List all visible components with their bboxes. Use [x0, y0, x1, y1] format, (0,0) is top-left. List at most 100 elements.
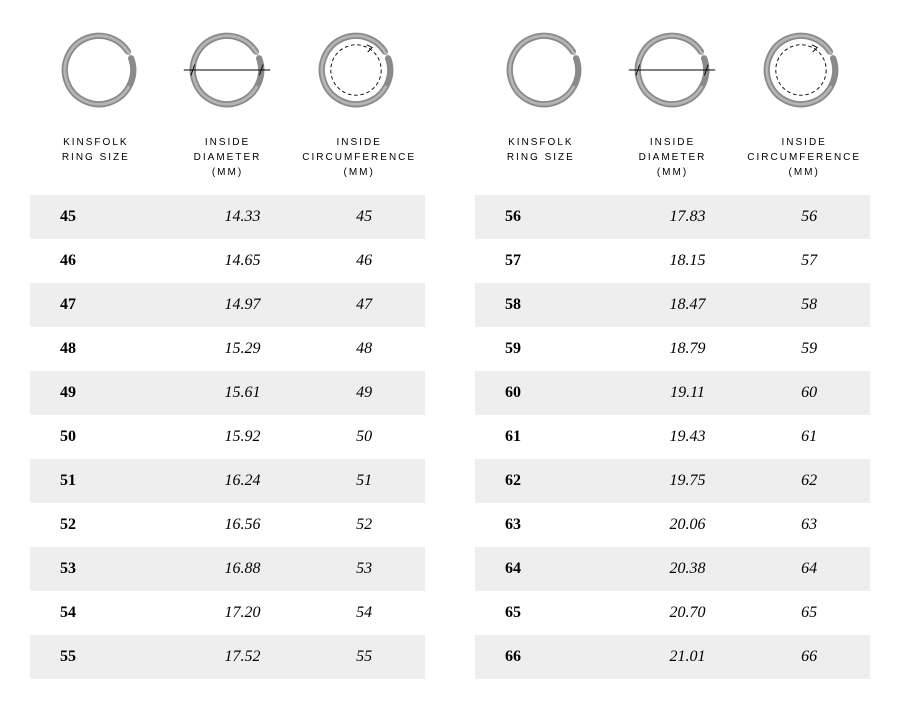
header-text: KINSFOLK — [508, 137, 573, 148]
circumference-cell: 57 — [748, 252, 870, 270]
size-cell: 52 — [30, 516, 182, 534]
ring-diameter-icon — [608, 20, 736, 120]
size-cell: 61 — [475, 428, 627, 446]
table-row: 6219.7562 — [475, 459, 870, 503]
header-text: CIRCUMFERENCE — [747, 152, 861, 163]
diameter-cell: 21.01 — [627, 648, 749, 666]
diameter-cell: 15.92 — [182, 428, 304, 446]
table-row: 4915.6149 — [30, 371, 425, 415]
header-text: RING SIZE — [507, 152, 575, 163]
ring-circumference-icon — [292, 20, 420, 120]
diameter-cell: 17.20 — [182, 604, 304, 622]
header-text: (MM) — [344, 167, 375, 178]
header-text: DIAMETER — [639, 152, 707, 163]
header-text: KINSFOLK — [63, 137, 128, 148]
size-cell: 50 — [30, 428, 182, 446]
diameter-cell: 16.24 — [182, 472, 304, 490]
circumference-cell: 47 — [303, 296, 425, 314]
diameter-cell: 19.11 — [627, 384, 749, 402]
left-panel: KINSFOLK RING SIZE INSIDE DIAMETER (MM) … — [30, 20, 425, 679]
table-row: 6119.4361 — [475, 415, 870, 459]
table-row: 4614.6546 — [30, 239, 425, 283]
header-text: (MM) — [789, 167, 820, 178]
header-text: CIRCUMFERENCE — [302, 152, 416, 163]
diameter-cell: 20.06 — [627, 516, 749, 534]
diameter-cell: 14.65 — [182, 252, 304, 270]
size-cell: 59 — [475, 340, 627, 358]
header-diameter: INSIDE DIAMETER (MM) — [162, 135, 294, 180]
header-circumference: INSIDE CIRCUMFERENCE (MM) — [293, 135, 425, 180]
circumference-cell: 62 — [748, 472, 870, 490]
size-cell: 58 — [475, 296, 627, 314]
header-text: (MM) — [657, 167, 688, 178]
circumference-cell: 48 — [303, 340, 425, 358]
table-row: 5116.2451 — [30, 459, 425, 503]
size-cell: 51 — [30, 472, 182, 490]
table-row: 4514.3345 — [30, 195, 425, 239]
table-row: 5417.2054 — [30, 591, 425, 635]
table-row: 6621.0166 — [475, 635, 870, 679]
right-rows: 5617.83565718.15575818.47585918.79596019… — [475, 195, 870, 679]
table-row: 6019.1160 — [475, 371, 870, 415]
icons-row — [475, 20, 870, 120]
diameter-cell: 20.38 — [627, 560, 749, 578]
header-size: KINSFOLK RING SIZE — [30, 135, 162, 180]
size-cell: 53 — [30, 560, 182, 578]
ring-diameter-icon — [163, 20, 291, 120]
header-text: INSIDE — [337, 137, 382, 148]
size-cell: 64 — [475, 560, 627, 578]
circumference-cell: 55 — [303, 648, 425, 666]
headers-row: KINSFOLK RING SIZE INSIDE DIAMETER (MM) … — [475, 135, 870, 180]
diameter-cell: 18.47 — [627, 296, 749, 314]
table-row: 5818.4758 — [475, 283, 870, 327]
table-row: 4815.2948 — [30, 327, 425, 371]
header-circumference: INSIDE CIRCUMFERENCE (MM) — [738, 135, 870, 180]
left-rows: 4514.33454614.65464714.97474815.29484915… — [30, 195, 425, 679]
table-row: 5316.8853 — [30, 547, 425, 591]
diameter-cell: 15.29 — [182, 340, 304, 358]
table-row: 6420.3864 — [475, 547, 870, 591]
size-cell: 56 — [475, 208, 627, 226]
size-cell: 48 — [30, 340, 182, 358]
icons-row — [30, 20, 425, 120]
table-row: 5617.8356 — [475, 195, 870, 239]
header-size: KINSFOLK RING SIZE — [475, 135, 607, 180]
circumference-cell: 54 — [303, 604, 425, 622]
size-cell: 55 — [30, 648, 182, 666]
chart-wrapper: KINSFOLK RING SIZE INSIDE DIAMETER (MM) … — [30, 20, 870, 679]
circumference-cell: 64 — [748, 560, 870, 578]
circumference-cell: 61 — [748, 428, 870, 446]
circumference-cell: 66 — [748, 648, 870, 666]
size-cell: 46 — [30, 252, 182, 270]
ring-plain-icon — [35, 20, 163, 120]
table-row: 6520.7065 — [475, 591, 870, 635]
circumference-cell: 45 — [303, 208, 425, 226]
diameter-cell: 18.79 — [627, 340, 749, 358]
diameter-cell: 16.88 — [182, 560, 304, 578]
size-cell: 63 — [475, 516, 627, 534]
table-row: 5216.5652 — [30, 503, 425, 547]
table-row: 5918.7959 — [475, 327, 870, 371]
header-text: INSIDE — [782, 137, 827, 148]
table-row: 4714.9747 — [30, 283, 425, 327]
header-text: INSIDE — [205, 137, 250, 148]
header-text: DIAMETER — [194, 152, 262, 163]
ring-plain-icon — [480, 20, 608, 120]
circumference-cell: 65 — [748, 604, 870, 622]
diameter-cell: 17.52 — [182, 648, 304, 666]
circumference-cell: 58 — [748, 296, 870, 314]
diameter-cell: 19.75 — [627, 472, 749, 490]
circumference-cell: 60 — [748, 384, 870, 402]
table-row: 5718.1557 — [475, 239, 870, 283]
diameter-cell: 15.61 — [182, 384, 304, 402]
table-row: 6320.0663 — [475, 503, 870, 547]
size-cell: 60 — [475, 384, 627, 402]
size-cell: 66 — [475, 648, 627, 666]
circumference-cell: 51 — [303, 472, 425, 490]
size-cell: 47 — [30, 296, 182, 314]
size-cell: 49 — [30, 384, 182, 402]
circumference-cell: 52 — [303, 516, 425, 534]
size-cell: 54 — [30, 604, 182, 622]
size-cell: 65 — [475, 604, 627, 622]
circumference-cell: 50 — [303, 428, 425, 446]
